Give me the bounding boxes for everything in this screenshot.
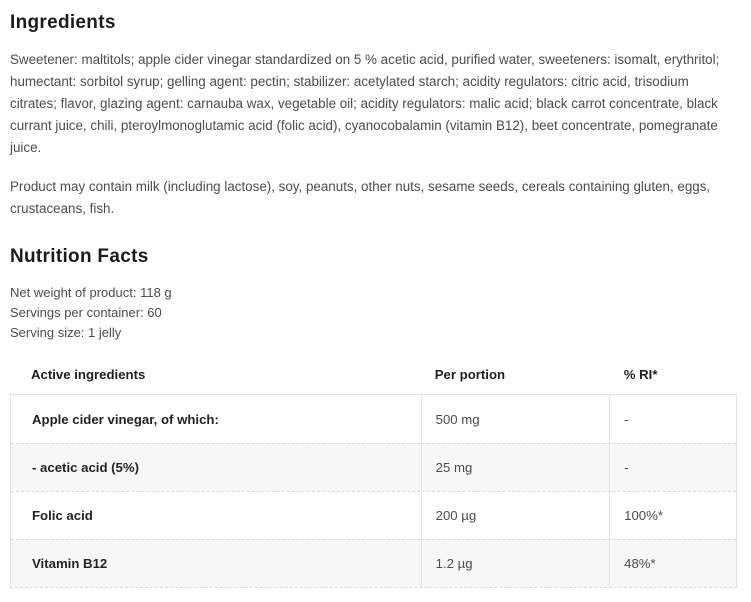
per-portion-cell: 1.2 µg xyxy=(420,540,610,587)
table-row: Folic acid 200 µg 100%* xyxy=(11,491,736,539)
allergen-paragraph: Product may contain milk (including lact… xyxy=(10,179,711,216)
ingredient-name-cell: Folic acid xyxy=(32,508,93,523)
ri-cell: - xyxy=(609,444,736,491)
ri-cell: 48%* xyxy=(609,540,736,587)
ingredient-name-cell: Vitamin B12 xyxy=(32,556,108,571)
ingredient-name-cell: Apple cider vinegar, of which: xyxy=(32,411,219,427)
ingredients-paragraph: Sweetener: maltitols; apple cider vinega… xyxy=(10,52,720,155)
table-row: - acetic acid (5%) 25 mg - xyxy=(11,443,736,491)
serving-info-block: Net weight of product: 118 g Servings pe… xyxy=(10,283,737,343)
serving-size-line: Serving size: 1 jelly xyxy=(10,325,122,340)
header-ri: % RI* xyxy=(623,367,658,382)
table-header-row: Active ingredients Per portion % RI* xyxy=(10,354,737,394)
nutrition-facts-heading: Nutrition Facts xyxy=(10,246,149,267)
nutrition-table: Active ingredients Per portion % RI* App… xyxy=(10,354,737,588)
ri-cell: 100%* xyxy=(609,492,736,539)
table-row: Vitamin B12 1.2 µg 48%* xyxy=(11,539,736,587)
table-row: Apple cider vinegar, of which: 500 mg - xyxy=(11,395,736,443)
per-portion-cell: 500 mg xyxy=(420,395,610,443)
servings-per-container-line: Servings per container: 60 xyxy=(10,305,162,320)
ingredients-heading: Ingredients xyxy=(10,12,116,33)
header-per-portion: Per portion xyxy=(434,367,506,382)
header-active-ingredients: Active ingredients xyxy=(31,367,146,382)
per-portion-cell: 25 mg xyxy=(420,444,610,491)
net-weight-line: Net weight of product: 118 g xyxy=(10,285,172,300)
ingredient-name-cell: - acetic acid (5%) xyxy=(32,460,140,475)
per-portion-cell: 200 µg xyxy=(420,492,610,539)
ri-cell: - xyxy=(609,395,736,443)
